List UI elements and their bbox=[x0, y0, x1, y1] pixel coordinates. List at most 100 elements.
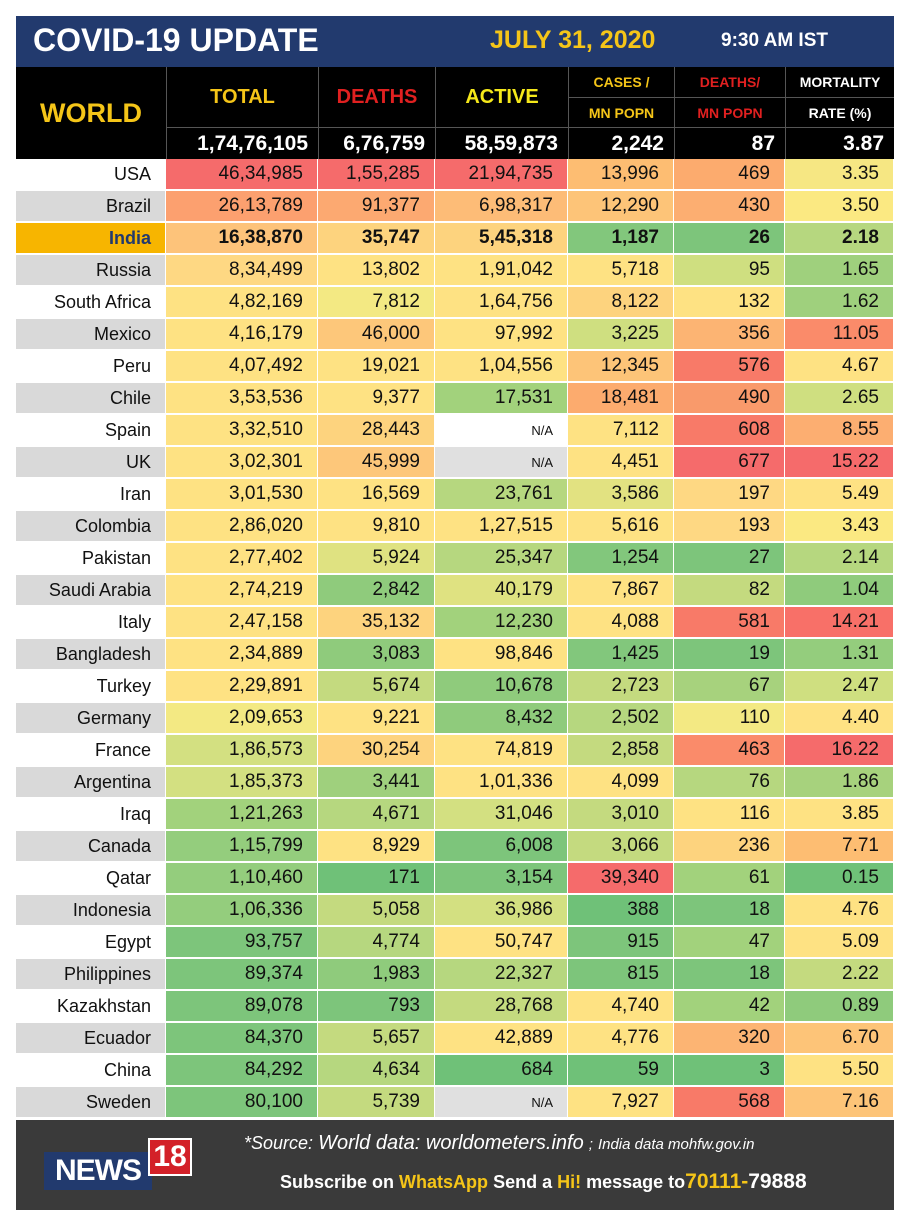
cases-per-mn: 13,996 bbox=[568, 159, 674, 190]
country-name: Germany bbox=[16, 703, 166, 734]
mortality-rate: 5.49 bbox=[785, 479, 894, 510]
country-name: UK bbox=[16, 447, 166, 478]
cases-per-mn: 8,122 bbox=[568, 287, 674, 318]
deaths-per-mn: 61 bbox=[674, 863, 785, 894]
active-cases: 28,768 bbox=[435, 991, 568, 1022]
deaths-per-mn: 67 bbox=[674, 671, 785, 702]
deaths-per-mn: 463 bbox=[674, 735, 785, 766]
country-name: Colombia bbox=[16, 511, 166, 542]
country-name: Iraq bbox=[16, 799, 166, 830]
mortality-rate: 2.18 bbox=[785, 223, 894, 254]
mortality-rate: 3.43 bbox=[785, 511, 894, 542]
deaths: 8,929 bbox=[318, 831, 435, 862]
active-cases: 6,008 bbox=[435, 831, 568, 862]
country-name: Qatar bbox=[16, 863, 166, 894]
deaths: 4,634 bbox=[318, 1055, 435, 1086]
mortality-rate: 14.21 bbox=[785, 607, 894, 638]
deaths-per-mn: 469 bbox=[674, 159, 785, 190]
country-name: Brazil bbox=[16, 191, 166, 222]
mortality-rate: 1.86 bbox=[785, 767, 894, 798]
deaths: 9,810 bbox=[318, 511, 435, 542]
deaths: 793 bbox=[318, 991, 435, 1022]
mortality-rate: 4.67 bbox=[785, 351, 894, 382]
total-cases: 3,53,536 bbox=[166, 383, 318, 414]
mortality-rate: 1.62 bbox=[785, 287, 894, 318]
cases-per-mn: 5,616 bbox=[568, 511, 674, 542]
deaths: 35,747 bbox=[318, 223, 435, 254]
table-row: South Africa 4,82,169 7,812 1,64,756 8,122 13… bbox=[16, 287, 894, 319]
mortality-rate: 3.35 bbox=[785, 159, 894, 190]
total-cases: 2,86,020 bbox=[166, 511, 318, 542]
active-cases: 23,761 bbox=[435, 479, 568, 510]
table-row: Argentina 1,85,373 3,441 1,01,336 4,099 76 1.8… bbox=[16, 767, 894, 799]
total-cases: 26,13,789 bbox=[166, 191, 318, 222]
cases-per-mn: 4,099 bbox=[568, 767, 674, 798]
deaths: 7,812 bbox=[318, 287, 435, 318]
total-cases: 1,10,460 bbox=[166, 863, 318, 894]
table-row: Mexico 4,16,179 46,000 97,992 3,225 356 11.05 bbox=[16, 319, 894, 351]
total-cases: 2,47,158 bbox=[166, 607, 318, 638]
cases-per-mn: 3,586 bbox=[568, 479, 674, 510]
table-row: Ecuador 84,370 5,657 42,889 4,776 320 6.70 bbox=[16, 1023, 894, 1055]
deaths-per-mn: 356 bbox=[674, 319, 785, 350]
active-cases: 684 bbox=[435, 1055, 568, 1086]
header-deaths: DEATHS bbox=[318, 67, 435, 127]
deaths-per-mn: 27 bbox=[674, 543, 785, 574]
country-name: Russia bbox=[16, 255, 166, 286]
table-row: France 1,86,573 30,254 74,819 2,858 463 16.22 bbox=[16, 735, 894, 767]
active-cases: 5,45,318 bbox=[435, 223, 568, 254]
table-row: Brazil 26,13,789 91,377 6,98,317 12,290 430 3.… bbox=[16, 191, 894, 223]
active-cases: 1,04,556 bbox=[435, 351, 568, 382]
table-row: Turkey 2,29,891 5,674 10,678 2,723 67 2.47 bbox=[16, 671, 894, 703]
total-cases: 2,09,653 bbox=[166, 703, 318, 734]
table-row: Kazakhstan 89,078 793 28,768 4,740 42 0.89 bbox=[16, 991, 894, 1023]
total-cases: 1,06,336 bbox=[166, 895, 318, 926]
total-cases: 1,15,799 bbox=[166, 831, 318, 862]
cases-per-mn: 18,481 bbox=[568, 383, 674, 414]
subscribe-number-b: 79888 bbox=[748, 1170, 807, 1193]
table-row: Peru 4,07,492 19,021 1,04,556 12,345 576 4.67 bbox=[16, 351, 894, 383]
header-cases-mn-line2: MN POPN bbox=[568, 97, 674, 127]
deaths: 9,221 bbox=[318, 703, 435, 734]
table-row: Saudi Arabia 2,74,219 2,842 40,179 7,867 82 1.… bbox=[16, 575, 894, 607]
active-cases: 1,64,756 bbox=[435, 287, 568, 318]
total-cases: 3,02,301 bbox=[166, 447, 318, 478]
report-time: 9:30 AM IST bbox=[721, 30, 828, 51]
mortality-rate: 0.89 bbox=[785, 991, 894, 1022]
cases-per-mn: 2,723 bbox=[568, 671, 674, 702]
cases-per-mn: 5,718 bbox=[568, 255, 674, 286]
mortality-rate: 16.22 bbox=[785, 735, 894, 766]
active-cases: N/A bbox=[435, 1087, 568, 1118]
country-name: Iran bbox=[16, 479, 166, 510]
country-name: Philippines bbox=[16, 959, 166, 990]
country-name: Peru bbox=[16, 351, 166, 382]
country-name: Argentina bbox=[16, 767, 166, 798]
subscribe-text-c: message to bbox=[586, 1172, 686, 1192]
table-row: Italy 2,47,158 35,132 12,230 4,088 581 14.21 bbox=[16, 607, 894, 639]
cases-per-mn: 2,502 bbox=[568, 703, 674, 734]
deaths: 3,083 bbox=[318, 639, 435, 670]
mortality-rate: 2.47 bbox=[785, 671, 894, 702]
deaths: 45,999 bbox=[318, 447, 435, 478]
mortality-rate: 5.09 bbox=[785, 927, 894, 958]
total-cases: 89,374 bbox=[166, 959, 318, 990]
deaths-per-mn: 490 bbox=[674, 383, 785, 414]
deaths-per-mn: 236 bbox=[674, 831, 785, 862]
deaths: 5,674 bbox=[318, 671, 435, 702]
cases-per-mn: 7,112 bbox=[568, 415, 674, 446]
source-world: World data: worldometers.info bbox=[318, 1132, 584, 1154]
table-row: Egypt 93,757 4,774 50,747 915 47 5.09 bbox=[16, 927, 894, 959]
deaths-per-mn: 320 bbox=[674, 1023, 785, 1054]
deaths: 35,132 bbox=[318, 607, 435, 638]
footer: NEWS 18 *Source: World data: worldometer… bbox=[16, 1120, 894, 1210]
table-row: Bangladesh 2,34,889 3,083 98,846 1,425 19 1.31 bbox=[16, 639, 894, 671]
header-mortality-line1: MORTALITY bbox=[785, 67, 894, 97]
subscribe-line: Subscribe on WhatsApp Send a Hi! message… bbox=[280, 1170, 807, 1194]
mortality-rate: 7.16 bbox=[785, 1087, 894, 1118]
cases-per-mn: 12,345 bbox=[568, 351, 674, 382]
mortality-rate: 4.76 bbox=[785, 895, 894, 926]
world-total: 1,74,76,105 bbox=[166, 127, 318, 159]
table-row: Iran 3,01,530 16,569 23,761 3,586 197 5.49 bbox=[16, 479, 894, 511]
world-cases-per-mn: 2,242 bbox=[568, 127, 674, 159]
cases-per-mn: 4,451 bbox=[568, 447, 674, 478]
